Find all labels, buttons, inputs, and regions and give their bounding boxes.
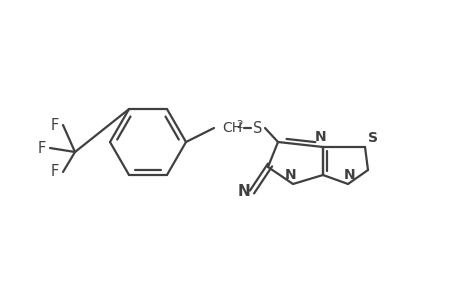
Text: N: N [237, 184, 249, 199]
Text: F: F [38, 140, 46, 155]
Text: N: N [314, 130, 326, 144]
Text: N: N [343, 168, 355, 182]
Text: F: F [51, 118, 59, 133]
Text: S: S [253, 121, 262, 136]
Text: 2: 2 [235, 120, 242, 130]
Text: N: N [285, 168, 296, 182]
Text: CH: CH [222, 121, 241, 135]
Text: F: F [51, 164, 59, 179]
Text: S: S [367, 131, 377, 145]
